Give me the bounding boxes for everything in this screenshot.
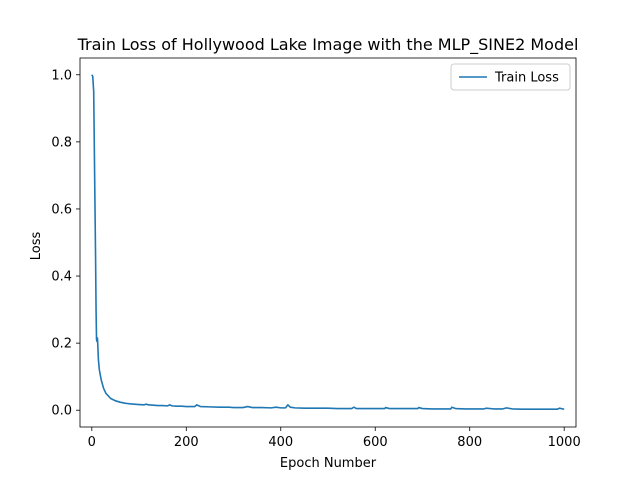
y-tick-label: 0.4 bbox=[51, 270, 72, 285]
x-tick-label: 800 bbox=[457, 435, 482, 450]
y-tick-label: 1.0 bbox=[51, 68, 72, 83]
x-tick-label: 0 bbox=[88, 435, 96, 450]
x-axis-label: Epoch Number bbox=[280, 456, 377, 471]
x-tick-label: 1000 bbox=[548, 435, 581, 450]
x-tick-label: 600 bbox=[363, 435, 388, 450]
y-tick-label: 0.2 bbox=[51, 337, 72, 352]
y-tick-label: 0.0 bbox=[51, 404, 72, 419]
legend-label: Train Loss bbox=[494, 71, 559, 86]
y-tick-label: 0.6 bbox=[51, 202, 72, 217]
y-axis: 0.0 0.2 0.4 0.6 0.8 1.0 bbox=[51, 68, 80, 419]
x-tick-label: 200 bbox=[174, 435, 199, 450]
plot-frame bbox=[79, 57, 577, 428]
chart-title: Train Loss of Hollywood Lake Image with … bbox=[77, 35, 579, 55]
legend: Train Loss bbox=[450, 63, 571, 91]
legend-box bbox=[450, 63, 571, 91]
series-line-0 bbox=[91, 74, 565, 411]
x-tick-label: 400 bbox=[268, 435, 293, 450]
y-tick-label: 0.8 bbox=[51, 135, 72, 150]
plot-area bbox=[79, 57, 577, 428]
x-axis: 0 200 400 600 800 1000 bbox=[88, 427, 581, 450]
y-axis-label: Loss bbox=[29, 232, 44, 261]
